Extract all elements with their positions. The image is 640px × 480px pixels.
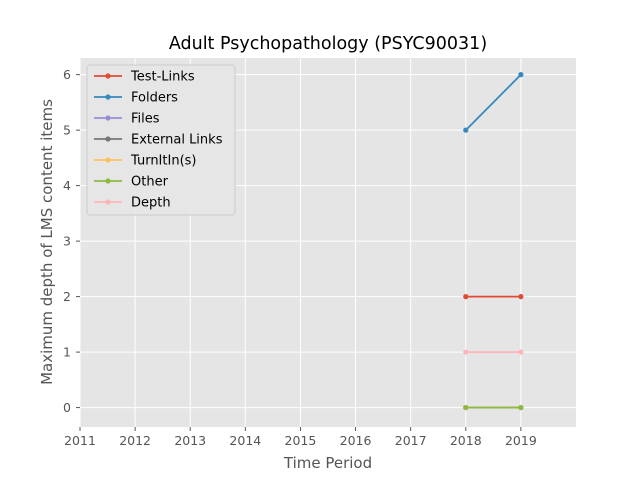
- legend-entry-label: Folders: [131, 91, 178, 106]
- data-point: [518, 294, 524, 300]
- legend-swatch-marker: [105, 115, 111, 121]
- y-axis-label: Maximum depth of LMS content items: [38, 99, 56, 385]
- data-point: [518, 404, 524, 411]
- x-tick-label: 2012: [119, 433, 151, 448]
- x-tick-label: 2011: [64, 433, 96, 448]
- data-point: [463, 349, 469, 355]
- y-tick-label: 2: [63, 289, 71, 304]
- data-point: [518, 72, 524, 78]
- legend-swatch-marker: [105, 178, 111, 184]
- legend-entry-label: Test-Links: [130, 70, 195, 85]
- y-tick-label: 1: [63, 345, 71, 360]
- x-tick-label: 2016: [340, 433, 372, 448]
- chart-title: Adult Psychopathology (PSYC90031): [169, 34, 487, 54]
- legend-swatch-marker: [105, 157, 111, 163]
- legend-entry-label: Other: [131, 175, 169, 190]
- x-tick-label: 2014: [229, 433, 261, 448]
- x-axis-ticks: 2011 2012 2013 2014 2015 2016 2017 2018 2019: [64, 427, 537, 448]
- legend-entry-label: External Links: [131, 133, 223, 148]
- data-point: [518, 349, 524, 355]
- y-tick-label: 0: [63, 400, 71, 415]
- legend-swatch-marker: [105, 199, 111, 205]
- data-point: [463, 404, 469, 411]
- legend-swatch-marker: [105, 94, 111, 100]
- legend: Test-Links Folders Files External Links Turn…: [86, 64, 236, 216]
- series-layer: [463, 72, 524, 411]
- x-axis-label: Time Period: [283, 454, 372, 472]
- legend-entry-label: TurnItIn(s): [130, 154, 196, 169]
- legend-swatch-marker: [105, 73, 111, 79]
- y-axis-ticks: 0 1 2 3 4 5 6: [63, 67, 80, 415]
- y-tick-label: 3: [63, 234, 71, 249]
- data-point: [463, 294, 469, 300]
- legend-entry-label: Depth: [131, 196, 171, 211]
- legend-box: [86, 64, 236, 216]
- x-tick-label: 2017: [395, 433, 427, 448]
- data-point: [463, 127, 469, 133]
- x-tick-label: 2019: [505, 433, 537, 448]
- x-tick-label: 2018: [450, 433, 482, 448]
- y-tick-label: 6: [63, 67, 71, 82]
- x-tick-label: 2015: [285, 433, 317, 448]
- x-tick-label: 2013: [174, 433, 206, 448]
- y-tick-label: 5: [63, 123, 71, 138]
- series-line-1: [465, 74, 522, 131]
- legend-swatch-marker: [105, 136, 111, 142]
- legend-entry-label: Files: [131, 112, 160, 127]
- y-tick-label: 4: [63, 178, 71, 193]
